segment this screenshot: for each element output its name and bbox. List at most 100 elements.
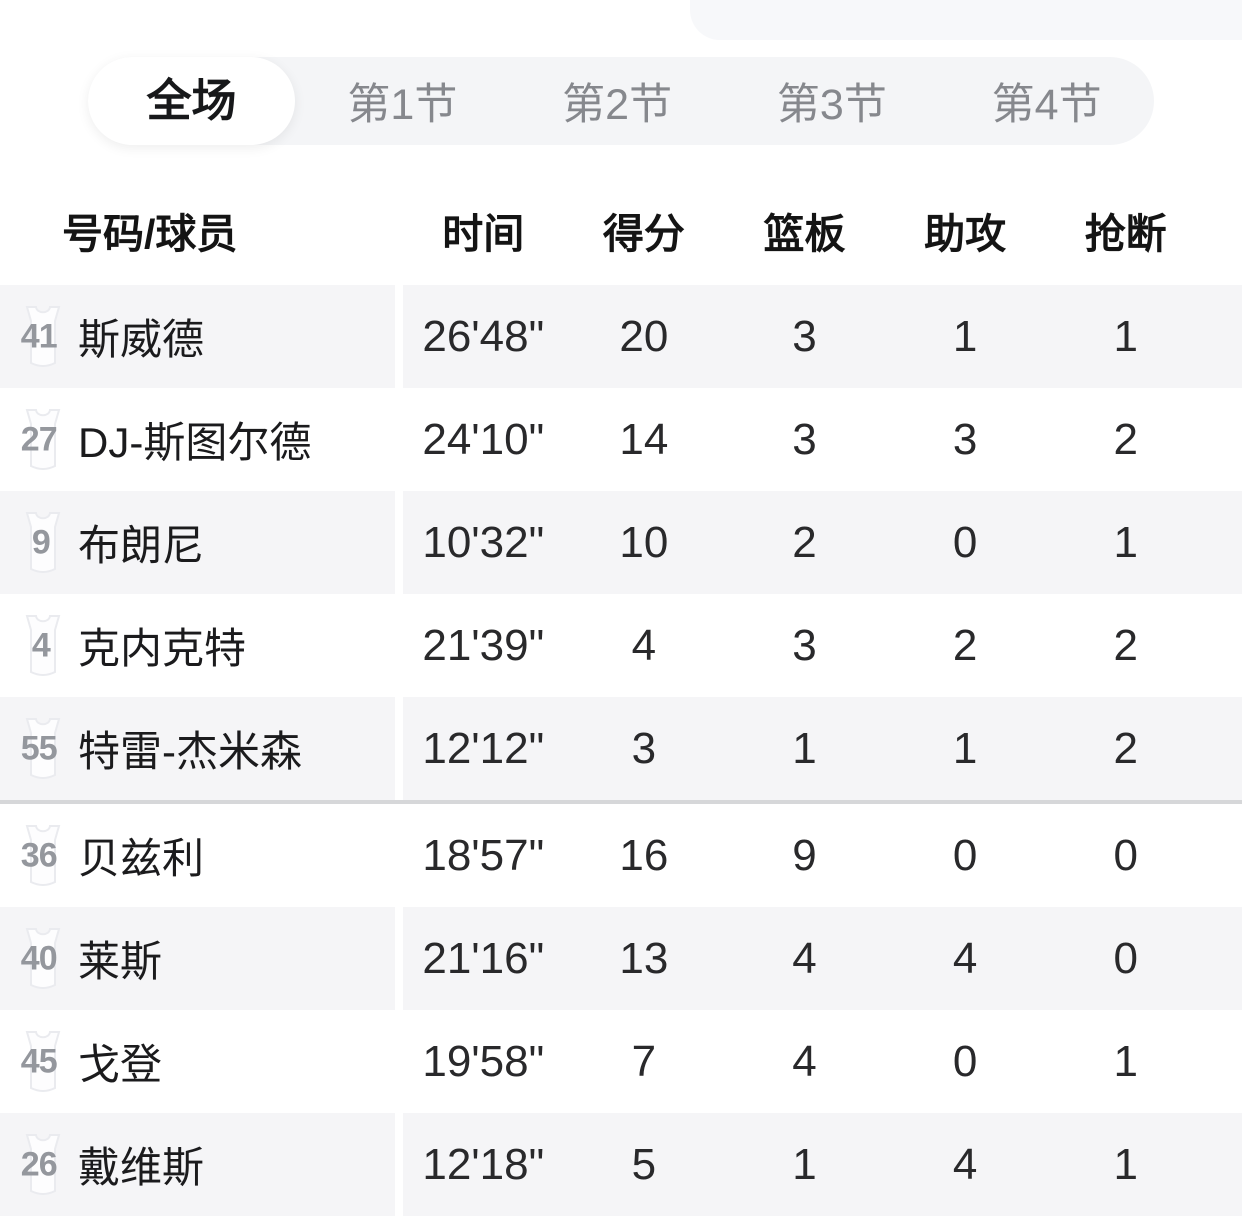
- column-gap: [395, 491, 403, 594]
- stat-cell: 4: [952, 933, 978, 983]
- column-header-assists: 助攻: [924, 211, 1007, 257]
- player-row[interactable]: 36 贝兹利 18'57" 16 9 0 0: [0, 804, 1242, 907]
- player-stats-table: 41 斯威德 26'48" 20 3 1 1 27 DJ-斯图尔德 24'10" 14 3 3…: [0, 285, 1242, 1216]
- column-header-time: 时间: [442, 211, 525, 257]
- stat-cell: 1: [1113, 1139, 1138, 1189]
- top-card-remnant: [690, 0, 1242, 40]
- column-header-player: 号码/球员: [62, 211, 238, 257]
- stat-cell: 16: [619, 830, 669, 880]
- stat-cell: 1: [1113, 517, 1138, 567]
- column-gap: [395, 804, 403, 907]
- group-divider: [0, 800, 1242, 804]
- row-stats: 19'58" 7 4 0 1: [403, 1010, 1242, 1113]
- stat-cell: 1: [952, 311, 978, 361]
- player-name: 斯威德: [78, 316, 205, 363]
- player-name: 克内克特: [78, 625, 247, 672]
- player-name: 戴维斯: [78, 1144, 205, 1191]
- stat-cell: 10'32": [422, 517, 545, 567]
- stat-cell: 5: [631, 1139, 657, 1189]
- column-gap: [395, 285, 403, 388]
- tab-quarter-4[interactable]: 第4节: [991, 81, 1102, 129]
- stat-cell: 3: [792, 311, 817, 361]
- player-row[interactable]: 4 克内克特 21'39" 4 3 2 2: [0, 594, 1242, 697]
- stat-cell: 26'48": [422, 311, 545, 361]
- stat-cell: 18'57": [422, 830, 545, 880]
- jersey-number: 4: [31, 626, 51, 664]
- column-gap: [395, 1010, 403, 1113]
- stat-cell: 0: [1113, 830, 1138, 880]
- stat-cell: 0: [952, 517, 978, 567]
- stat-cell: 12'18": [422, 1139, 545, 1189]
- jersey-icon: 27: [20, 407, 66, 473]
- column-gap: [395, 388, 403, 491]
- row-stats: 18'57" 16 9 0 0: [403, 804, 1242, 907]
- jersey-number: 36: [20, 836, 58, 874]
- player-row[interactable]: 9 布朗尼 10'32" 10 2 0 1: [0, 491, 1242, 594]
- tab-quarter-3[interactable]: 第3节: [776, 81, 887, 129]
- player-name: 莱斯: [78, 938, 163, 985]
- player-row[interactable]: 41 斯威德 26'48" 20 3 1 1: [0, 285, 1242, 388]
- stat-cell: 2: [1113, 620, 1138, 670]
- stat-cell: 24'10": [422, 414, 545, 464]
- stat-cell: 9: [792, 830, 817, 880]
- row-stats: 21'39" 4 3 2 2: [403, 594, 1242, 697]
- jersey-number: 27: [20, 420, 58, 458]
- stat-cell: 12'12": [422, 723, 545, 773]
- stat-cell: 0: [1113, 933, 1138, 983]
- stat-cell: 2: [792, 517, 817, 567]
- player-row[interactable]: 55 特雷-杰米森 12'12" 3 1 1 2: [0, 697, 1242, 800]
- row-stats: 12'18" 5 1 4 1: [403, 1113, 1242, 1216]
- player-name: 贝兹利: [78, 835, 205, 882]
- column-header-steals: 抢断: [1084, 211, 1167, 257]
- player-row[interactable]: 27 DJ-斯图尔德 24'10" 14 3 3 2: [0, 388, 1242, 491]
- tab-quarter-2[interactable]: 第2节: [562, 81, 673, 129]
- stat-cell: 13: [619, 933, 669, 983]
- column-gap: [395, 697, 403, 800]
- player-name: 布朗尼: [78, 522, 205, 569]
- row-stats: 10'32" 10 2 0 1: [403, 491, 1242, 594]
- stat-cell: 7: [631, 1036, 657, 1086]
- stat-cell: 19'58": [422, 1036, 545, 1086]
- stat-cell: 1: [952, 723, 978, 773]
- jersey-number: 9: [31, 523, 51, 561]
- stat-cell: 3: [952, 414, 978, 464]
- row-stats: 26'48" 20 3 1 1: [403, 285, 1242, 388]
- row-stats: 12'12" 3 1 1 2: [403, 697, 1242, 800]
- column-gap: [395, 1113, 403, 1216]
- stat-cell: 10: [619, 517, 669, 567]
- stat-cell: 4: [792, 933, 817, 983]
- jersey-icon: 41: [20, 304, 66, 370]
- tab-full-game[interactable]: 全场: [88, 57, 295, 145]
- jersey-number: 40: [20, 939, 58, 977]
- stat-cell: 2: [1113, 723, 1138, 773]
- jersey-icon: 45: [20, 1029, 66, 1095]
- player-row[interactable]: 45 戈登 19'58" 7 4 0 1: [0, 1010, 1242, 1113]
- player-name: 特雷-杰米森: [78, 728, 302, 775]
- stat-cell: 0: [952, 1036, 978, 1086]
- stat-cell: 3: [792, 620, 817, 670]
- stat-cell: 1: [1113, 311, 1138, 361]
- stat-cell: 3: [631, 723, 657, 773]
- jersey-number: 41: [20, 317, 58, 355]
- jersey-number: 45: [20, 1042, 58, 1080]
- jersey-icon: 26: [20, 1132, 66, 1198]
- row-stats: 24'10" 14 3 3 2: [403, 388, 1242, 491]
- player-row[interactable]: 40 莱斯 21'16" 13 4 4 0: [0, 907, 1242, 1010]
- player-row[interactable]: 26 戴维斯 12'18" 5 1 4 1: [0, 1113, 1242, 1216]
- player-name: DJ-斯图尔德: [78, 419, 312, 466]
- table-header: 号码/球员 时间 得分 篮板 助攻 抢断: [0, 175, 1242, 285]
- stat-cell: 21'39": [422, 620, 545, 670]
- stat-cell: 4: [952, 1139, 978, 1189]
- tab-quarter-1[interactable]: 第1节: [347, 81, 458, 129]
- jersey-number: 26: [20, 1145, 58, 1183]
- stat-cell: 21'16": [422, 933, 545, 983]
- stat-cell: 2: [1113, 414, 1138, 464]
- jersey-icon: 36: [20, 823, 66, 889]
- player-name: 戈登: [78, 1041, 163, 1088]
- stat-cell: 1: [792, 1139, 817, 1189]
- stat-cell: 20: [619, 311, 669, 361]
- jersey-icon: 4: [20, 613, 66, 679]
- stat-cell: 14: [619, 414, 669, 464]
- jersey-number: 55: [20, 729, 58, 767]
- column-gap: [395, 907, 403, 1010]
